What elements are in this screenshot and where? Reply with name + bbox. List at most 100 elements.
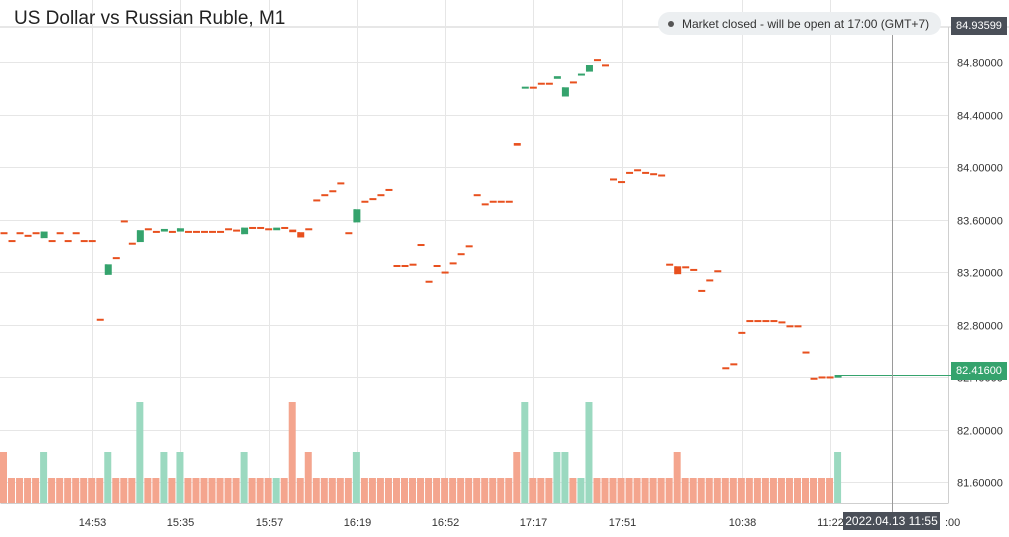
volume-bar — [617, 478, 625, 503]
candle-body — [345, 232, 353, 235]
x-tick-label: 15:57 — [256, 517, 284, 529]
candle-body — [642, 171, 650, 174]
volume-bar — [40, 452, 48, 503]
candle-body — [305, 228, 313, 231]
candle-body — [56, 232, 64, 235]
candle-body — [289, 229, 297, 233]
candle-body — [257, 226, 265, 229]
volume-bar — [216, 478, 224, 503]
volume-bar — [80, 478, 88, 503]
candle-body — [786, 325, 794, 328]
candle-body — [545, 82, 553, 85]
candle-body — [618, 181, 626, 184]
volume-bar — [264, 478, 272, 503]
candle-body — [281, 226, 289, 229]
candle-body — [577, 73, 585, 76]
volume-bar — [793, 478, 801, 503]
candle-body — [738, 331, 746, 334]
status-dot-icon — [668, 20, 674, 27]
candle-body — [337, 182, 345, 185]
volume-bar — [545, 478, 553, 503]
candle-body — [409, 263, 417, 266]
candle-body — [585, 65, 593, 72]
candle-body — [449, 262, 457, 265]
volume-bar — [449, 478, 457, 503]
candle-body — [217, 230, 225, 233]
candle-body — [168, 230, 176, 233]
volume-bar — [232, 478, 240, 503]
candle-body — [650, 173, 658, 176]
volume-bar — [272, 478, 280, 503]
candle-body — [722, 367, 730, 370]
candle-body — [72, 232, 80, 235]
volume-bar — [56, 478, 64, 503]
candle-body — [329, 190, 337, 193]
volume-bar — [489, 478, 497, 503]
chart-title: US Dollar vs Russian Ruble, M1 — [14, 8, 286, 29]
volume-bar — [826, 478, 834, 503]
candle-body — [80, 240, 88, 243]
volume-bar — [48, 478, 56, 503]
volume-bar — [417, 478, 425, 503]
volume-bar — [208, 478, 216, 503]
volume-bar — [184, 478, 192, 503]
candle-body — [209, 230, 217, 233]
candle-body — [457, 253, 465, 256]
candle-body — [321, 194, 329, 197]
candle-body — [233, 229, 241, 232]
volume-bar — [593, 478, 601, 503]
candle-body — [658, 174, 666, 177]
x-tick-label: 16:52 — [432, 517, 460, 529]
volume-bar — [200, 478, 208, 503]
candle-body — [40, 231, 48, 239]
volume-bar — [320, 478, 328, 503]
candle-body — [184, 230, 192, 233]
market-status-notice: Market closed - will be open at 17:00 (G… — [658, 12, 942, 35]
volume-bar — [681, 478, 689, 503]
volume-bar — [425, 478, 433, 503]
candle-body — [353, 209, 361, 223]
candle-body — [425, 280, 433, 283]
candle-body — [481, 203, 489, 206]
candle-body — [144, 228, 152, 231]
candle-body — [794, 325, 802, 328]
candle-body — [16, 232, 24, 235]
volume-bar — [64, 478, 72, 503]
volume-bar — [529, 478, 537, 503]
candle-body — [602, 64, 609, 67]
candle-body — [537, 82, 545, 85]
candle-body — [682, 266, 690, 269]
x-tick-label: 11:22 — [817, 517, 844, 529]
x-tick-label: 16:19 — [344, 517, 372, 529]
volume-bar — [721, 478, 729, 503]
volume-bar — [0, 452, 7, 503]
volume-bar — [352, 452, 360, 503]
candle-body — [561, 87, 569, 97]
volume-bar — [152, 478, 160, 503]
volume-bar — [705, 478, 713, 503]
y-tick-label: 84.00000 — [957, 163, 1003, 175]
volume-bar — [753, 478, 761, 503]
candle-body — [626, 171, 634, 174]
candle-body — [714, 270, 722, 273]
volume-bar — [553, 452, 561, 503]
volume-bar — [601, 478, 609, 503]
candle-body — [593, 59, 601, 62]
volume-bar — [392, 478, 400, 503]
volume-bar — [192, 478, 200, 503]
volume-bar — [168, 478, 176, 503]
volume-bar — [577, 478, 585, 503]
candle-body — [192, 230, 200, 233]
candle-body — [128, 242, 136, 245]
volume-bar — [657, 478, 665, 503]
candle-body — [834, 375, 842, 378]
volume-bar — [96, 478, 104, 503]
candle-body — [521, 86, 529, 89]
candle-body — [826, 376, 834, 379]
volume-bar — [697, 478, 705, 503]
candle-body — [64, 240, 72, 243]
candle-body — [393, 265, 401, 267]
candle-body — [265, 228, 273, 231]
volume-bar — [328, 478, 336, 503]
